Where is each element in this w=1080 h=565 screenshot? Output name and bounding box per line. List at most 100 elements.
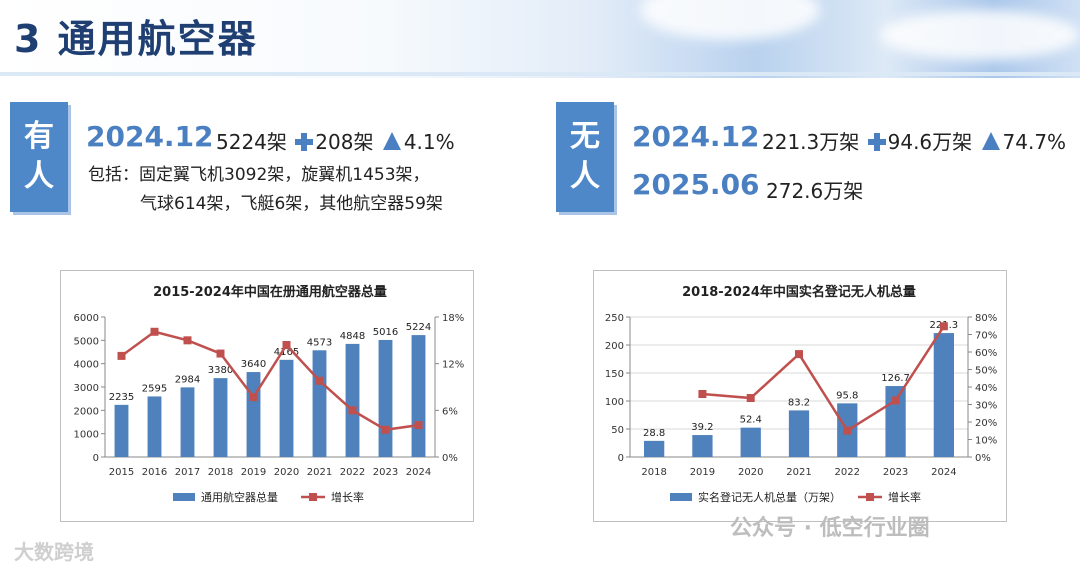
bar [692,435,713,457]
bar-data-label: 4573 [307,337,332,348]
growth-point [414,421,423,430]
bar [740,427,761,457]
manned-detail-line2: 气球614架，飞艇6架，其他航空器59架 [140,194,443,214]
legend-line-marker [866,493,874,501]
x-tick-label: 2020 [274,467,299,478]
x-tick-label: 2016 [142,467,167,478]
bar-data-label: 126.7 [881,373,910,384]
chart-drone-total-svg: 2018-2024年中国实名登记无人机总量 0 50 100 150 200 250 0% 10… [605,284,997,504]
growth-point [150,327,159,336]
growth-point [381,425,390,434]
x-tick-label: 2024 [931,467,956,478]
legend-bar-label: 通用航空器总量 [201,490,278,504]
bar [644,440,665,457]
y-right-tick-label: 0% [442,453,458,464]
header-underline [0,72,1080,76]
y-right-tick-label: 10% [975,436,997,447]
manned-increase: 208架 [315,130,374,154]
bar [312,350,327,457]
growth-point [315,376,324,385]
manned-label: 有 人 [10,102,68,212]
growth-line [702,325,945,433]
y-left-tick-label: 4000 [74,360,99,371]
y-left-tick-label: 100 [605,397,624,408]
y-left-tick-label: 2000 [74,406,99,417]
y-right-tick-label: 18% [442,313,464,324]
chart-aircraft-total: 2015-2024年中国在册通用航空器总量 0 1000 2000 3000 4000 50… [60,270,474,522]
y-left-tick-label: 5000 [74,336,99,347]
bar [378,339,393,457]
page-title: 3 通用航空器 [14,17,258,61]
up-triangle-icon [382,132,401,150]
plus-icon [295,133,314,151]
chart-title: 2018-2024年中国实名登记无人机总量 [682,284,916,300]
up-triangle-icon [981,132,1000,150]
bar-data-label: 52.4 [740,415,762,426]
unmanned-stats: 221.3万架 94.6万架 74.7% [762,126,1066,155]
legend-bar-swatch [173,493,195,501]
y-right-tick-label: 50% [975,366,997,377]
x-tick-label: 2020 [738,467,763,478]
unmanned-label-line1: 无 [570,119,600,154]
y-left-tick-label: 0 [618,453,624,464]
plus-icon [867,133,886,151]
manned-count: 5224架 [216,130,287,154]
chart-title: 2015-2024年中国在册通用航空器总量 [153,284,387,300]
bar [345,343,360,457]
bar-data-label: 3640 [241,359,266,370]
x-tick-label: 2022 [835,467,860,478]
watermark-left: 大数跨境 [14,540,94,564]
growth-point [698,390,707,398]
legend-bar-label: 实名登记无人机总量（万架） [698,490,841,504]
bar [213,378,228,457]
x-tick-label: 2024 [406,467,431,478]
growth-point [795,350,803,359]
x-tick-label: 2019 [690,467,715,478]
bar [180,387,195,457]
unmanned-label-line2: 人 [570,159,600,194]
y-right-tick-label: 20% [975,418,997,429]
unmanned-growth: 74.7% [1002,130,1067,154]
unmanned-date1: 2024.12 [632,120,760,153]
bar-data-label: 2235 [109,392,134,403]
y-right-tick-label: 12% [442,360,464,371]
growth-point [348,406,357,415]
x-tick-label: 2018 [208,467,233,478]
x-tick-label: 2019 [241,467,266,478]
growth-point [282,341,291,349]
bar [246,372,261,457]
manned-date: 2024.12 [86,120,214,153]
bar-data-label: 39.2 [691,422,713,433]
manned-label-line2: 人 [24,159,54,194]
y-right-tick-label: 30% [975,401,997,412]
legend-line-label: 增长率 [888,490,921,504]
x-tick-label: 2023 [883,467,908,478]
y-left-tick-label: 3000 [74,383,99,394]
cloud-decoration [880,10,1080,60]
y-left-tick-label: 200 [605,341,624,352]
growth-point [117,351,126,360]
growth-point [746,394,755,403]
growth-point [183,336,192,345]
y-left-tick-label: 0 [93,453,99,464]
x-tick-label: 2022 [340,467,365,478]
legend-line-marker [309,493,317,501]
growth-point [939,322,948,331]
manned-stats: 5224架 208架 4.1% [216,126,455,155]
manned-growth: 4.1% [403,130,455,154]
bar [147,396,162,457]
y-right-tick-label: 70% [975,331,997,342]
y-right-tick-label: 0% [975,453,991,464]
bar-data-label: 4165 [274,347,299,358]
legend-line-label: 增长率 [331,490,364,504]
legend-bar-swatch [670,493,692,501]
x-tick-label: 2018 [641,467,666,478]
bar [411,335,426,457]
unmanned-count2: 272.6万架 [766,179,864,203]
x-tick-label: 2015 [109,467,134,478]
x-tick-label: 2023 [373,467,398,478]
x-tick-label: 2021 [786,467,811,478]
growth-point [249,393,258,402]
bar [114,404,129,457]
bar [788,410,810,457]
